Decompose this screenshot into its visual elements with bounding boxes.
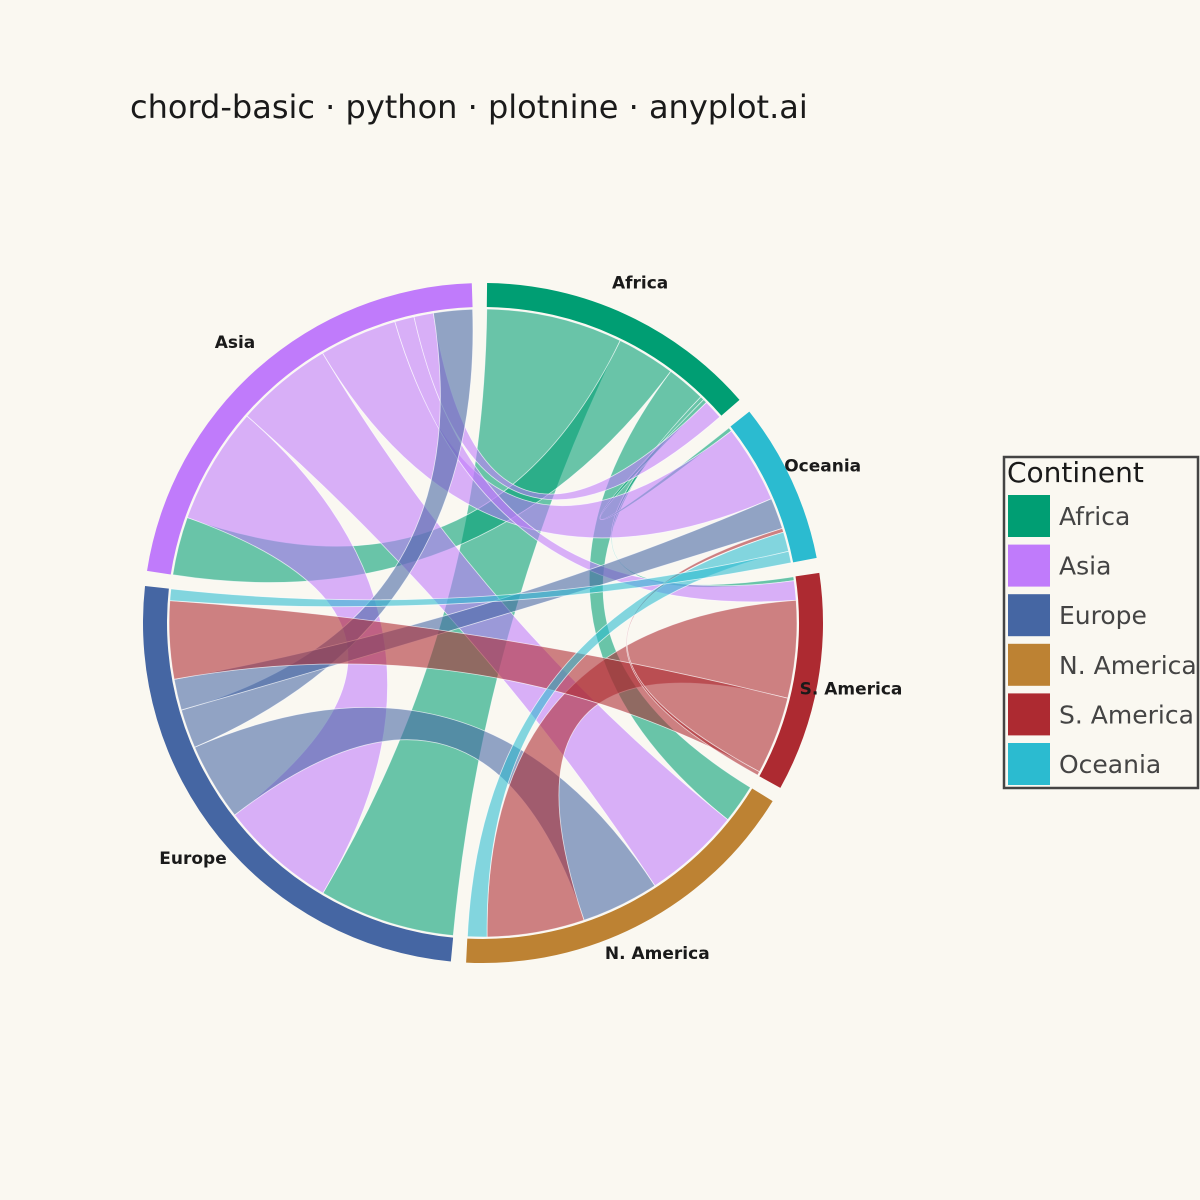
- arcs-layer: [143, 283, 824, 964]
- ribbon-oceania-to-europe: [169, 550, 792, 608]
- label-europe: Europe: [159, 849, 226, 869]
- legend-swatch-africa: [1008, 495, 1050, 537]
- arc-n-america: [466, 788, 773, 964]
- legend-swatch-asia: [1008, 544, 1050, 587]
- legend: Continent Africa Asia Europe N. America S. A…: [1002, 455, 1200, 790]
- legend-title: Continent: [1007, 456, 1144, 489]
- legend-swatch-europe: [1008, 594, 1050, 637]
- label-oceania: Oceania: [784, 456, 861, 476]
- ribbons-layer: [168, 308, 798, 938]
- label-africa: Africa: [612, 274, 668, 294]
- legend-label-n-america: N. America: [1059, 651, 1197, 680]
- legend-label-oceania: Oceania: [1059, 750, 1161, 779]
- label-s-america: S. America: [800, 680, 903, 700]
- legend-swatch-s-america: [1008, 693, 1050, 736]
- label-n-america: N. America: [605, 944, 710, 964]
- arc-s-america: [759, 572, 824, 788]
- ribbon-s-america-to-europe: [168, 600, 789, 773]
- label-asia: Asia: [215, 333, 256, 353]
- ribbon-s-america-to-oceania: [625, 527, 785, 776]
- legend-label-europe: Europe: [1059, 601, 1147, 630]
- chart-title: chord-basic · python · plotnine · anyplo…: [130, 88, 808, 126]
- arc-oceania: [730, 411, 817, 563]
- legend-swatch-n-america: [1008, 643, 1050, 686]
- labels-layer: Africa Oceania S. America N. America Europe A…: [159, 274, 902, 964]
- arc-europe: [143, 586, 454, 962]
- legend-swatch-oceania: [1008, 743, 1050, 785]
- legend-label-asia: Asia: [1059, 552, 1111, 581]
- arc-africa: [486, 283, 740, 416]
- ribbon-oceania-to-n-america: [466, 531, 790, 938]
- ribbon-europe-to-n-america: [194, 706, 656, 921]
- legend-label-africa: Africa: [1059, 502, 1130, 531]
- arc-asia: [147, 283, 473, 575]
- legend-label-s-america: S. America: [1059, 700, 1194, 729]
